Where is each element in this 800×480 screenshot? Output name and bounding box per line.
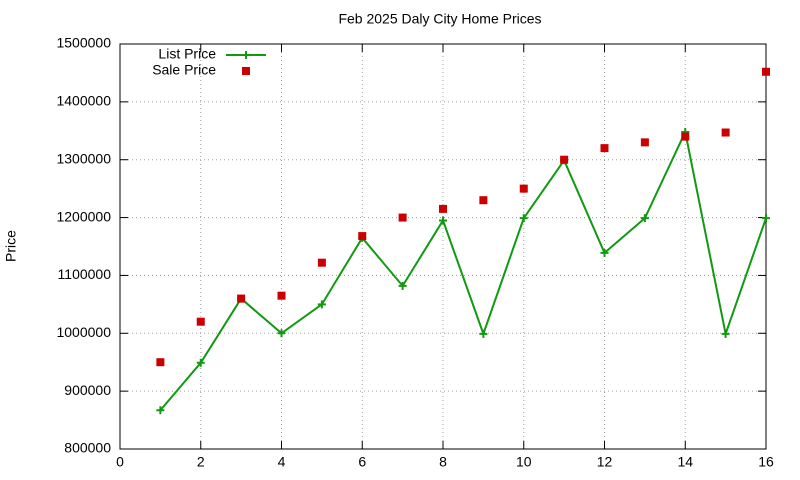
y-tick-label: 1300000 <box>56 150 111 166</box>
x-tick-label: 16 <box>758 454 774 470</box>
point-marker <box>277 291 286 300</box>
y-tick-label: 1400000 <box>56 93 111 109</box>
point-marker <box>196 317 205 326</box>
x-tick-label: 8 <box>439 454 447 470</box>
x-tick-label: 14 <box>677 454 693 470</box>
point-marker <box>681 132 690 141</box>
point-marker <box>398 281 407 290</box>
x-tick-label: 2 <box>197 454 205 470</box>
point-marker <box>479 329 488 338</box>
point-marker <box>560 155 569 164</box>
point-marker <box>317 258 326 267</box>
point-marker <box>600 248 609 257</box>
x-tick-label: 6 <box>358 454 366 470</box>
legend-label: List Price <box>158 46 216 62</box>
point-marker <box>237 294 246 303</box>
chart-title: Feb 2025 Daly City Home Prices <box>338 11 541 27</box>
point-marker <box>762 214 770 223</box>
y-tick-label: 800000 <box>64 440 111 456</box>
y-tick-label: 900000 <box>64 382 111 398</box>
x-tick-label: 4 <box>278 454 286 470</box>
plot-frame <box>119 43 767 450</box>
point-marker <box>196 358 205 367</box>
series-line <box>159 128 767 411</box>
point-marker <box>398 213 407 222</box>
y-tick-label: 1000000 <box>56 324 111 340</box>
point-marker <box>519 184 528 193</box>
point-marker <box>600 144 609 153</box>
point-marker <box>640 138 649 147</box>
point-marker <box>358 232 367 241</box>
point-marker <box>156 358 165 367</box>
point-marker <box>762 67 770 76</box>
legend-marker <box>242 67 250 75</box>
point-marker <box>439 204 447 213</box>
legend-label: Sale Price <box>152 62 216 78</box>
y-tick-label: 1500000 <box>56 35 111 51</box>
point-marker <box>479 196 488 205</box>
point-marker <box>439 216 447 225</box>
point-marker <box>721 128 730 137</box>
y-axis-label: Price <box>3 230 19 262</box>
y-tick-label: 1200000 <box>56 208 111 224</box>
legend-marker <box>242 51 250 59</box>
point-marker <box>721 329 730 338</box>
point-marker <box>156 406 165 415</box>
point-marker <box>277 329 286 338</box>
point-marker <box>640 214 649 223</box>
x-tick-label: 10 <box>516 454 532 470</box>
x-tick-label: 12 <box>597 454 613 470</box>
y-tick-label: 1100000 <box>58 266 112 282</box>
x-tick-label: 0 <box>116 454 124 470</box>
point-marker <box>519 214 528 223</box>
point-marker <box>317 300 326 309</box>
